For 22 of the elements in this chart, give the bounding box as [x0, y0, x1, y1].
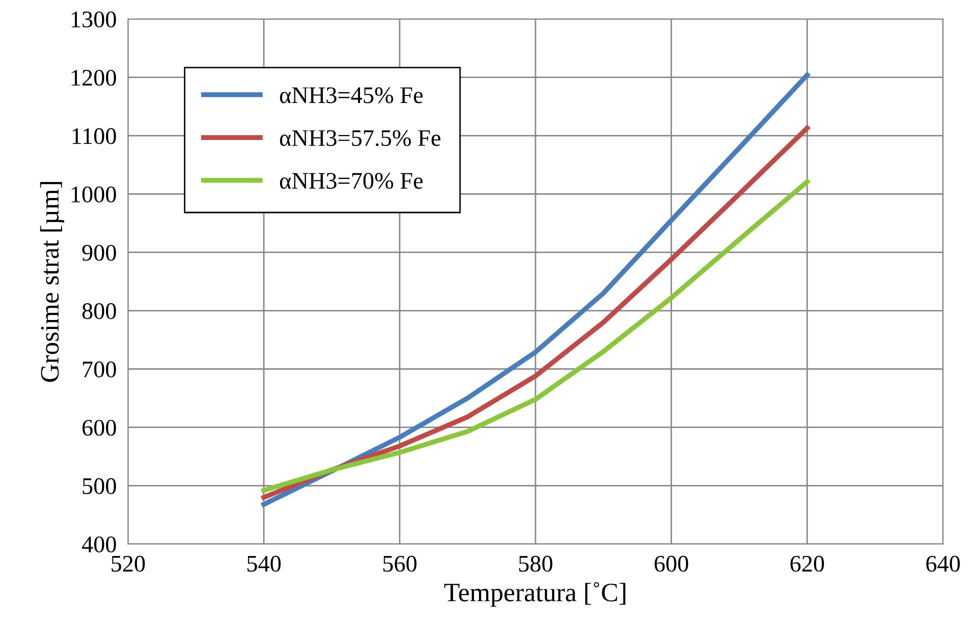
x-tick-label: 580 [519, 556, 552, 572]
y-tick-label: 700 [83, 361, 116, 378]
y-tick-label: 1200 [72, 70, 116, 86]
y-tick-label: 400 [82, 536, 116, 552]
y-tick-label: 1300 [72, 11, 116, 28]
y-tick-label: 900 [82, 244, 116, 261]
legend-label: αNH3=57.5% Fe [280, 130, 440, 146]
legend-label: αNH3=45% Fe [280, 87, 423, 104]
y-tick-label: 1100 [72, 128, 116, 144]
y-tick-label: 1000 [72, 186, 116, 202]
x-tick-label: 520 [112, 556, 145, 572]
y-axis-title: Grosime strat [µm] [40, 182, 64, 382]
x-tick-label: 540 [247, 556, 281, 572]
x-tick-label: 620 [790, 556, 824, 572]
x-axis-title: Temperatura [˚C] [444, 582, 626, 607]
y-tick-label: 500 [82, 478, 116, 494]
x-tick-label: 640 [926, 556, 960, 572]
x-tick-label: 600 [654, 556, 688, 572]
y-tick-label: 600 [82, 420, 116, 436]
y-tick-label: 800 [82, 303, 116, 320]
x-tick-label: 560 [383, 556, 416, 572]
legend-label: αNH3=70% Fe [280, 172, 423, 189]
